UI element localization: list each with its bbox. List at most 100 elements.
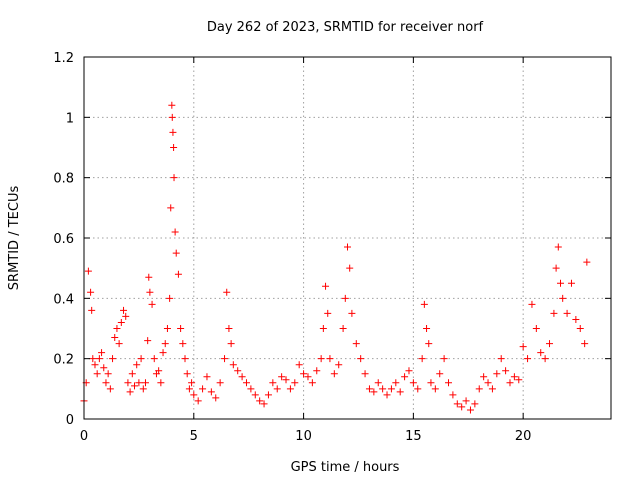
x-axis-label: GPS time / hours (291, 460, 400, 475)
data-point (480, 373, 488, 381)
data-point (177, 325, 185, 332)
data-point (106, 385, 114, 393)
data-point (168, 101, 176, 109)
data-point (264, 391, 272, 399)
data-point (256, 397, 264, 405)
y-tick-label: 0.6 (53, 232, 74, 247)
data-point (145, 273, 153, 281)
y-tick-label: 0.2 (53, 353, 74, 368)
x-tick-label: 15 (405, 429, 422, 444)
data-point (418, 355, 426, 363)
data-point (532, 325, 540, 332)
data-point (170, 144, 178, 151)
data-point (109, 355, 117, 363)
data-point (330, 370, 338, 378)
data-point (559, 294, 567, 302)
data-point (260, 400, 268, 408)
x-tick-label: 0 (80, 429, 88, 444)
data-point (300, 370, 308, 378)
data-point (357, 355, 365, 363)
data-point (169, 128, 177, 136)
data-point (291, 379, 299, 387)
data-series-norf (80, 101, 591, 414)
data-point (572, 315, 580, 323)
data-point (405, 367, 413, 375)
plot-frame (83, 56, 612, 420)
data-point (247, 385, 255, 393)
data-point (242, 379, 250, 387)
data-point (554, 243, 562, 251)
data-point (113, 325, 121, 332)
data-point (440, 355, 448, 363)
data-point (583, 258, 591, 266)
data-point (550, 309, 558, 317)
data-point (537, 349, 545, 357)
data-point (84, 267, 92, 275)
data-point (374, 379, 382, 387)
data-point (207, 388, 215, 396)
data-point (466, 406, 474, 414)
data-point (471, 400, 479, 408)
data-point (172, 249, 180, 257)
data-point (409, 379, 417, 387)
data-point (396, 388, 404, 396)
data-point (161, 340, 169, 348)
data-point (379, 385, 387, 393)
data-point (183, 370, 191, 378)
data-point (401, 373, 409, 381)
data-point (282, 376, 290, 384)
data-point (111, 334, 119, 342)
data-point (295, 361, 303, 369)
data-point (120, 306, 128, 314)
data-point (124, 379, 132, 387)
data-point (324, 309, 332, 317)
data-point (117, 318, 125, 326)
data-point (423, 325, 431, 332)
data-point (348, 309, 356, 317)
data-point (238, 373, 246, 381)
data-point (420, 300, 428, 308)
x-tick-label: 20 (515, 429, 532, 444)
data-point (216, 379, 224, 387)
data-point (556, 279, 564, 287)
x-tick-label: 10 (295, 429, 312, 444)
data-point (225, 325, 233, 332)
x-tick-label: 5 (190, 429, 198, 444)
y-tick-label: 0.4 (53, 292, 74, 307)
data-point (567, 279, 575, 287)
data-point (541, 355, 549, 363)
data-point (449, 391, 457, 399)
data-point (144, 337, 152, 345)
data-point (488, 385, 496, 393)
data-point (493, 370, 501, 378)
data-point (352, 340, 360, 348)
data-point (229, 361, 237, 369)
data-point (510, 373, 518, 381)
data-point (95, 355, 103, 363)
data-point (453, 400, 461, 408)
data-point (546, 340, 554, 348)
data-point (155, 367, 163, 375)
data-point (414, 385, 422, 393)
data-point (502, 367, 510, 375)
data-point (234, 367, 242, 375)
data-point (273, 385, 281, 393)
data-point (135, 379, 143, 387)
data-point (317, 355, 325, 363)
y-tick-label: 1.2 (53, 51, 74, 66)
data-point (100, 364, 108, 372)
data-point (133, 361, 141, 369)
data-point (188, 379, 196, 387)
data-point (98, 349, 106, 357)
data-point (304, 373, 312, 381)
data-point (515, 376, 523, 384)
data-point (308, 379, 316, 387)
data-point (87, 288, 95, 296)
y-tick-label: 1 (66, 111, 74, 126)
data-point (150, 355, 158, 363)
axis-ticks: 0 0.2 0.4 0.6 0.8 1 1.2 0 5 10 15 20 (53, 51, 611, 444)
data-point (346, 264, 354, 272)
data-point (122, 312, 130, 320)
data-point (445, 379, 453, 387)
data-point (528, 300, 536, 308)
